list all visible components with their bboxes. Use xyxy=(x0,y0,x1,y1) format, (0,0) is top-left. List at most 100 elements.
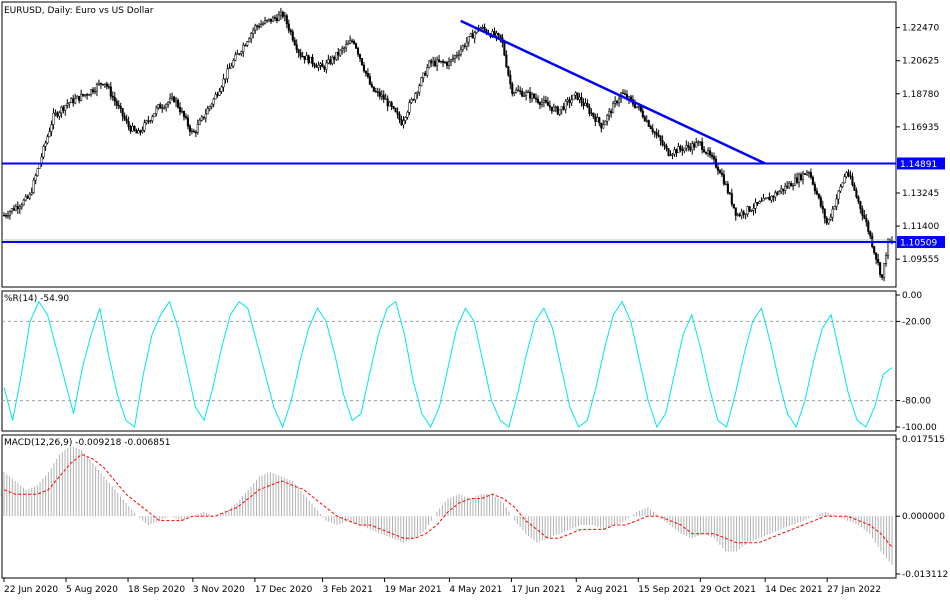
candle-body xyxy=(738,214,741,216)
wr-panel-title: %R(14) -54.90 xyxy=(4,294,69,304)
candle-body xyxy=(289,29,292,33)
candle-body xyxy=(519,90,522,92)
wr-tick-label: -20.00 xyxy=(902,317,931,327)
candle-body xyxy=(667,148,670,156)
candle-body xyxy=(574,92,577,96)
candle-body xyxy=(131,126,134,132)
candle-body xyxy=(248,38,251,43)
macd-panel[interactable] xyxy=(3,445,893,565)
price-panel[interactable] xyxy=(2,7,896,282)
candle-body xyxy=(26,196,29,199)
candle-body xyxy=(341,48,344,51)
candle-body xyxy=(784,185,787,191)
candle-body xyxy=(621,92,625,95)
candle-body xyxy=(659,135,662,141)
candle-body xyxy=(404,117,407,121)
candle-body xyxy=(461,45,464,51)
date-tick-label: 3 Feb 2021 xyxy=(323,585,373,595)
candle-body xyxy=(483,26,486,31)
macd-panel-title: MACD(12,26,9) -0.009218 -0.006851 xyxy=(4,438,170,448)
candle-body xyxy=(637,106,640,108)
candle-body xyxy=(813,184,816,192)
candle-body xyxy=(695,142,698,148)
candle-body xyxy=(410,99,413,103)
candle-body xyxy=(44,142,47,147)
candle-body xyxy=(849,175,852,177)
candle-body xyxy=(155,107,158,114)
wr-series-line xyxy=(3,300,893,429)
candle-body xyxy=(186,117,189,127)
candle-body xyxy=(710,154,714,157)
candle-body xyxy=(434,60,437,67)
candle-body xyxy=(119,105,122,109)
candle-body xyxy=(602,124,605,129)
candle-body xyxy=(182,111,186,117)
macd-tick-label: 0.000000 xyxy=(902,512,945,522)
candle-body xyxy=(445,62,449,66)
candle-body xyxy=(20,204,23,208)
candle-body xyxy=(364,70,367,74)
candle-body xyxy=(254,25,257,31)
candle-body xyxy=(95,84,99,92)
candle-body xyxy=(8,211,11,216)
candle-body xyxy=(754,202,757,209)
candle-body xyxy=(590,112,593,115)
candle-body xyxy=(673,149,676,155)
candle-body xyxy=(525,92,528,96)
candle-body xyxy=(354,43,358,49)
price-tick-label: 1.16935 xyxy=(902,123,939,133)
candle-body xyxy=(584,102,587,106)
candle-body xyxy=(438,59,441,62)
candle-body xyxy=(2,215,6,217)
candle-body xyxy=(687,145,690,148)
candle-body xyxy=(564,100,567,110)
candle-body xyxy=(883,263,886,278)
candle-body xyxy=(380,94,383,97)
candle-body xyxy=(16,206,19,209)
candle-body xyxy=(623,93,627,95)
candle-body xyxy=(273,17,276,19)
candle-body xyxy=(546,101,549,106)
candle-body xyxy=(228,67,231,70)
macd-tick-label: -0.013112 xyxy=(902,570,948,580)
candle-body xyxy=(24,196,27,201)
candle-body xyxy=(538,102,542,105)
candle-body xyxy=(384,98,387,100)
trendline[interactable] xyxy=(460,19,766,165)
candle-body xyxy=(212,98,215,105)
candle-body xyxy=(600,122,603,129)
candle-body xyxy=(799,174,803,180)
candle-body xyxy=(299,52,302,57)
williams-r-panel[interactable] xyxy=(2,300,896,429)
candle-body xyxy=(271,17,275,22)
date-tick-label: 18 Sep 2020 xyxy=(128,585,185,595)
candle-body xyxy=(707,150,710,154)
candle-body xyxy=(422,72,425,79)
candle-body xyxy=(424,72,427,76)
candle-body xyxy=(220,86,223,92)
candle-body xyxy=(809,172,812,178)
candle-body xyxy=(394,107,397,113)
candle-body xyxy=(817,193,820,198)
candle-body xyxy=(853,184,856,191)
candle-body xyxy=(689,146,692,151)
candle-body xyxy=(863,215,866,219)
candle-body xyxy=(790,183,793,187)
candle-body xyxy=(782,188,785,191)
candle-body xyxy=(716,166,720,171)
candle-body xyxy=(511,83,514,94)
candle-body xyxy=(54,112,57,114)
candle-body xyxy=(86,94,89,96)
candle-body xyxy=(222,78,225,88)
wr-tick-label: -100.00 xyxy=(902,423,937,433)
candle-body xyxy=(752,208,755,211)
candle-body xyxy=(82,93,85,96)
candle-body xyxy=(176,99,180,108)
candle-body xyxy=(734,207,737,216)
candle-body xyxy=(663,144,666,147)
candle-body xyxy=(774,192,777,198)
candle-body xyxy=(606,115,609,122)
candle-body xyxy=(398,113,401,120)
candle-body xyxy=(442,60,445,63)
candle-body xyxy=(208,106,211,109)
